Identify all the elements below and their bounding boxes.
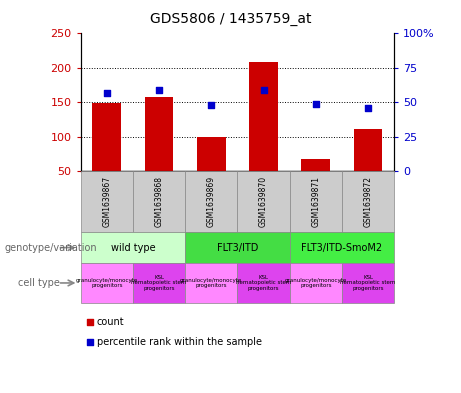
Bar xyxy=(249,62,278,171)
Text: wild type: wild type xyxy=(111,242,155,253)
Text: KSL
hematopoietic stem
progenitors: KSL hematopoietic stem progenitors xyxy=(236,275,291,291)
Text: GSM1639868: GSM1639868 xyxy=(154,176,164,227)
Bar xyxy=(92,103,121,171)
Point xyxy=(155,86,163,93)
Text: FLT3/ITD-SmoM2: FLT3/ITD-SmoM2 xyxy=(301,242,383,253)
Point xyxy=(364,105,372,111)
Text: GSM1639870: GSM1639870 xyxy=(259,176,268,227)
Text: GSM1639869: GSM1639869 xyxy=(207,176,216,227)
Point xyxy=(207,102,215,108)
Bar xyxy=(197,137,226,171)
Point xyxy=(312,100,319,107)
Point xyxy=(86,319,94,325)
Text: KSL
hematopoietic stem
progenitors: KSL hematopoietic stem progenitors xyxy=(131,275,187,291)
Text: granulocyte/monocyte
progenitors: granulocyte/monocyte progenitors xyxy=(284,277,347,288)
Text: granulocyte/monocyte
progenitors: granulocyte/monocyte progenitors xyxy=(76,277,138,288)
Point xyxy=(86,339,94,345)
Bar xyxy=(301,158,330,171)
Text: GSM1639867: GSM1639867 xyxy=(102,176,111,227)
Point xyxy=(103,89,111,95)
Text: FLT3/ITD: FLT3/ITD xyxy=(217,242,258,253)
Bar xyxy=(354,129,382,171)
Text: genotype/variation: genotype/variation xyxy=(5,242,97,253)
Text: KSL
hematopoietic stem
progenitors: KSL hematopoietic stem progenitors xyxy=(340,275,396,291)
Point xyxy=(260,86,267,93)
Text: GDS5806 / 1435759_at: GDS5806 / 1435759_at xyxy=(150,12,311,26)
Text: percentile rank within the sample: percentile rank within the sample xyxy=(97,337,262,347)
Text: GSM1639871: GSM1639871 xyxy=(311,176,320,227)
Text: count: count xyxy=(97,317,124,327)
Text: cell type: cell type xyxy=(18,278,60,288)
Text: granulocyte/monocyte
progenitors: granulocyte/monocyte progenitors xyxy=(180,277,242,288)
Bar xyxy=(145,97,173,171)
Text: GSM1639872: GSM1639872 xyxy=(364,176,372,227)
